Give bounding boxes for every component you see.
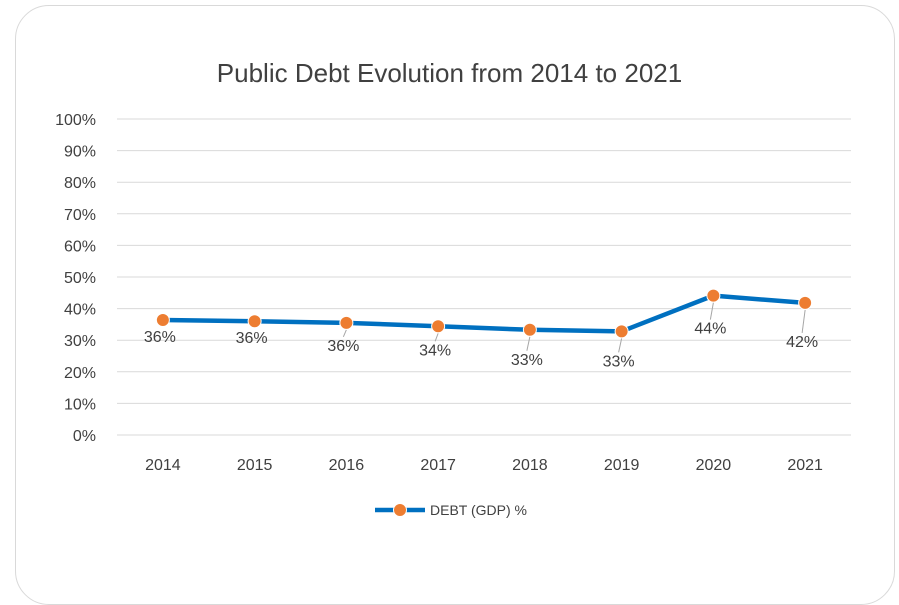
- x-tick-label: 2021: [787, 457, 823, 474]
- x-tick-label: 2014: [145, 457, 181, 474]
- chart-frame: [15, 5, 895, 605]
- data-label: 33%: [603, 353, 635, 370]
- data-label-leader: [618, 338, 623, 353]
- data-point: [431, 319, 446, 334]
- data-point: [155, 312, 170, 327]
- y-tick-label: 0%: [73, 428, 96, 445]
- line-chart: 0% 10% 20% 30% 40% 50% 60% 70% 80% 90% 100% 2014 201…: [55, 112, 851, 518]
- y-tick-label: 80%: [64, 175, 96, 192]
- y-tick-label: 10%: [64, 396, 96, 413]
- data-point: [339, 315, 354, 330]
- data-point: [247, 314, 262, 329]
- x-tick-label: 2020: [696, 457, 732, 474]
- y-tick-label: 40%: [64, 302, 96, 319]
- data-label: 36%: [236, 330, 268, 347]
- x-tick-label: 2018: [512, 457, 548, 474]
- y-tick-label: 90%: [64, 144, 96, 161]
- data-label-leader: [709, 302, 714, 320]
- data-label-leader: [434, 333, 439, 342]
- x-tick-label: 2017: [420, 457, 456, 474]
- data-label: 34%: [419, 342, 451, 359]
- y-tick-label: 60%: [64, 238, 96, 255]
- y-tick-label: 50%: [64, 270, 96, 287]
- y-tick-label: 70%: [64, 207, 96, 224]
- data-point: [706, 288, 721, 303]
- legend-label: DEBT (GDP) %: [430, 502, 527, 518]
- x-tick-label: 2016: [329, 457, 365, 474]
- y-tick-label: 30%: [64, 333, 96, 350]
- data-point: [798, 295, 813, 310]
- legend-swatch-marker: [393, 503, 407, 517]
- data-point: [522, 322, 537, 337]
- data-label: 33%: [511, 352, 543, 369]
- chart-title: Public Debt Evolution from 2014 to 2021: [216, 58, 683, 88]
- x-tick-label: 2015: [237, 457, 273, 474]
- data-label-leader: [801, 309, 806, 333]
- data-label: 36%: [144, 329, 176, 346]
- data-label-leader: [526, 336, 531, 351]
- data-label: 42%: [786, 334, 818, 351]
- data-label-leader: [342, 329, 347, 338]
- y-tick-label: 100%: [55, 112, 96, 129]
- data-point: [614, 324, 629, 339]
- data-label: 44%: [694, 321, 726, 338]
- y-tick-label: 20%: [64, 365, 96, 382]
- x-tick-label: 2019: [604, 457, 640, 474]
- series-line: [160, 293, 808, 334]
- data-label: 36%: [327, 338, 359, 355]
